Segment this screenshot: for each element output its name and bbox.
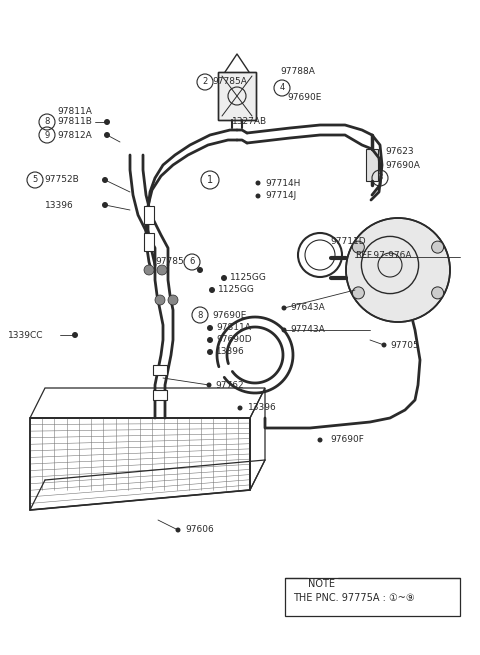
Text: 1: 1 bbox=[207, 175, 213, 185]
Text: 1327AB: 1327AB bbox=[232, 117, 267, 126]
Text: 97785A: 97785A bbox=[212, 77, 247, 86]
Circle shape bbox=[104, 132, 110, 138]
Circle shape bbox=[207, 325, 213, 331]
Circle shape bbox=[382, 343, 386, 348]
Bar bbox=[218, 72, 256, 120]
Bar bbox=[366, 149, 378, 181]
Circle shape bbox=[281, 328, 287, 333]
Circle shape bbox=[155, 295, 165, 305]
Text: NOTE: NOTE bbox=[308, 579, 335, 589]
Circle shape bbox=[157, 265, 167, 275]
Circle shape bbox=[221, 275, 227, 281]
Circle shape bbox=[255, 181, 261, 185]
Circle shape bbox=[238, 405, 242, 411]
Text: 8: 8 bbox=[197, 310, 203, 320]
Circle shape bbox=[255, 193, 261, 198]
Bar bbox=[218, 72, 256, 120]
Circle shape bbox=[72, 332, 78, 338]
Text: 97811A: 97811A bbox=[216, 324, 251, 333]
Circle shape bbox=[207, 337, 213, 343]
Text: 97811B: 97811B bbox=[57, 117, 92, 126]
Circle shape bbox=[144, 265, 154, 275]
Circle shape bbox=[206, 383, 212, 388]
Text: 1125GG: 1125GG bbox=[230, 274, 267, 282]
Bar bbox=[153, 390, 167, 400]
Text: 97785: 97785 bbox=[155, 257, 184, 267]
Circle shape bbox=[197, 267, 203, 273]
Circle shape bbox=[102, 177, 108, 183]
Text: 97752B: 97752B bbox=[44, 176, 79, 185]
Bar bbox=[153, 365, 167, 375]
Text: 97690F: 97690F bbox=[330, 436, 364, 445]
Text: 97788A: 97788A bbox=[280, 67, 315, 77]
Text: 97714J: 97714J bbox=[265, 191, 296, 200]
Text: 97743A: 97743A bbox=[290, 326, 325, 335]
Circle shape bbox=[102, 202, 108, 208]
Circle shape bbox=[168, 295, 178, 305]
Text: 4: 4 bbox=[279, 83, 285, 92]
Text: 97643A: 97643A bbox=[290, 303, 325, 312]
Text: 97762: 97762 bbox=[215, 381, 244, 390]
Circle shape bbox=[209, 287, 215, 293]
Text: REF.97-976A: REF.97-976A bbox=[355, 250, 411, 259]
Text: 97714H: 97714H bbox=[265, 179, 300, 187]
Text: 97606: 97606 bbox=[185, 525, 214, 534]
Circle shape bbox=[176, 527, 180, 533]
Text: 13396: 13396 bbox=[45, 200, 74, 210]
Text: 97623: 97623 bbox=[385, 147, 414, 157]
Bar bbox=[144, 233, 154, 251]
Text: 13396: 13396 bbox=[216, 348, 245, 356]
Text: 3: 3 bbox=[377, 174, 383, 183]
Bar bbox=[285, 578, 460, 616]
Text: 8: 8 bbox=[44, 117, 50, 126]
Circle shape bbox=[352, 287, 364, 299]
Text: 13396: 13396 bbox=[248, 403, 277, 413]
Text: 5: 5 bbox=[32, 176, 37, 185]
Circle shape bbox=[352, 241, 364, 253]
Text: 97690D: 97690D bbox=[216, 335, 252, 345]
Circle shape bbox=[104, 119, 110, 125]
Text: 1125GG: 1125GG bbox=[218, 286, 255, 295]
Text: 1339CC: 1339CC bbox=[8, 331, 44, 339]
Text: 97811A: 97811A bbox=[57, 107, 92, 117]
Text: 97711D: 97711D bbox=[330, 238, 366, 246]
Text: THE PNC. 97775A : ①~⑨: THE PNC. 97775A : ①~⑨ bbox=[293, 593, 415, 603]
Text: 97690E: 97690E bbox=[287, 92, 322, 102]
Circle shape bbox=[317, 438, 323, 443]
Circle shape bbox=[207, 349, 213, 355]
Bar bbox=[144, 206, 154, 224]
Circle shape bbox=[432, 287, 444, 299]
Text: 6: 6 bbox=[189, 257, 195, 267]
Circle shape bbox=[346, 218, 450, 322]
Text: 9: 9 bbox=[44, 130, 49, 140]
Text: 97705: 97705 bbox=[390, 341, 419, 350]
Circle shape bbox=[432, 241, 444, 253]
Text: 97690A: 97690A bbox=[385, 160, 420, 170]
Circle shape bbox=[281, 305, 287, 310]
Text: 97690E: 97690E bbox=[212, 310, 246, 320]
Text: 2: 2 bbox=[203, 77, 208, 86]
Text: 97812A: 97812A bbox=[57, 130, 92, 140]
